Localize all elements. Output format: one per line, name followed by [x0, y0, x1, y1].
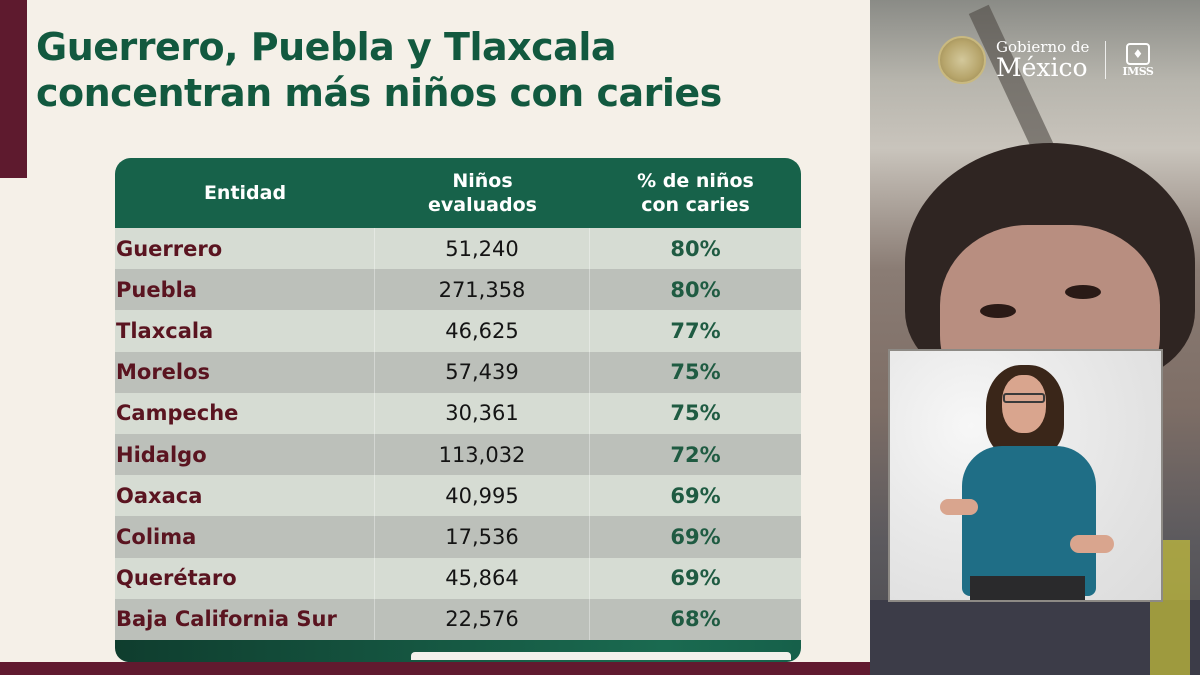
logo-divider: [1105, 41, 1107, 79]
header-ninos-line1: Niños: [452, 170, 513, 192]
imss-label: IMSS: [1122, 64, 1154, 78]
header-ninos-line2: evaluados: [428, 194, 537, 216]
cell-pct-caries: 72%: [670, 442, 721, 467]
interpreter-face: [1002, 375, 1046, 433]
cell-pct-caries: 69%: [670, 483, 721, 508]
child-shirt: [870, 600, 1200, 675]
cell-ninos-evaluados: 51,240: [375, 228, 590, 270]
table-row: Hidalgo 113,032 72%: [115, 433, 801, 476]
cell-pct-caries: 69%: [670, 524, 721, 549]
left-accent-bar: [0, 0, 27, 178]
table-row: Campeche 30,361 75%: [115, 392, 801, 434]
table-row: Colima 17,536 69%: [115, 516, 801, 558]
cell-pct-caries: 69%: [670, 566, 721, 591]
cell-entidad: Baja California Sur: [115, 598, 375, 640]
gov-line-2: México: [996, 53, 1088, 82]
table-scrollbar[interactable]: [411, 652, 791, 660]
table-body: Guerrero 51,240 80% Puebla 271,358 80% T…: [115, 228, 801, 640]
title-line-1: Guerrero, Puebla y Tlaxcala: [36, 25, 617, 69]
header-ninos-evaluados: Niños evaluados: [375, 158, 590, 228]
bottom-accent-band: [0, 662, 870, 675]
table-row: Baja California Sur 22,576 68%: [115, 598, 801, 640]
table-row: Tlaxcala 46,625 77%: [115, 310, 801, 352]
cell-entidad: Puebla: [115, 269, 375, 311]
table-row: Puebla 271,358 80%: [115, 269, 801, 311]
cell-ninos-evaluados: 45,864: [375, 557, 590, 599]
cell-pct-caries: 68%: [670, 607, 721, 632]
cell-ninos-evaluados: 57,439: [375, 351, 590, 393]
imss-logo: ♦ IMSS: [1122, 42, 1154, 78]
presentation-slide: Guerrero, Puebla y Tlaxcala concentran m…: [0, 0, 870, 675]
cell-ninos-evaluados: 22,576: [375, 598, 590, 640]
slide-title: Guerrero, Puebla y Tlaxcala concentran m…: [36, 24, 856, 116]
cell-pct-caries: 77%: [670, 318, 721, 343]
cell-entidad: Colima: [115, 516, 375, 558]
cell-ninos-evaluados: 40,995: [375, 475, 590, 517]
cell-entidad: Hidalgo: [115, 433, 375, 476]
table-row: Oaxaca 40,995 69%: [115, 475, 801, 517]
sign-language-interpreter-inset: [888, 349, 1163, 602]
cell-entidad: Guerrero: [115, 228, 375, 270]
title-line-2: concentran más niños con caries: [36, 71, 722, 115]
table-row: Querétaro 45,864 69%: [115, 557, 801, 599]
header-pct-caries: % de niños con caries: [590, 158, 801, 228]
header-entidad: Entidad: [115, 158, 375, 228]
child-eye-right: [1065, 285, 1101, 299]
imss-eagle-icon: ♦: [1125, 42, 1150, 65]
cell-ninos-evaluados: 46,625: [375, 310, 590, 352]
cell-pct-caries: 75%: [670, 401, 721, 426]
header-pct-line1: % de niños: [637, 170, 754, 192]
interpreter-blouse: [962, 446, 1096, 596]
cell-ninos-evaluados: 113,032: [375, 433, 590, 476]
table-row: Morelos 57,439 75%: [115, 351, 801, 393]
interpreter-pants: [970, 576, 1085, 600]
header-entidad-label: Entidad: [203, 182, 287, 204]
interpreter-glasses: [1003, 393, 1045, 403]
cell-pct-caries: 80%: [670, 236, 721, 261]
caries-table: Entidad Niños evaluados % de niños con c…: [115, 158, 801, 662]
interpreter-hand-left: [940, 499, 978, 515]
table-row: Guerrero 51,240 80%: [115, 228, 801, 270]
cell-pct-caries: 75%: [670, 360, 721, 385]
gov-line-1: Gobierno de: [996, 38, 1090, 56]
cell-entidad: Morelos: [115, 351, 375, 393]
cell-ninos-evaluados: 30,361: [375, 392, 590, 434]
interpreter-hand-right: [1070, 535, 1114, 553]
cell-entidad: Oaxaca: [115, 475, 375, 517]
cell-entidad: Querétaro: [115, 557, 375, 599]
mexico-coat-of-arms-icon: [938, 36, 986, 84]
government-logo: Gobierno de México ♦ IMSS: [938, 34, 1154, 86]
cell-entidad: Campeche: [115, 392, 375, 434]
child-eye-left: [980, 304, 1016, 318]
gobierno-de-mexico-wordmark: Gobierno de México: [996, 39, 1089, 81]
cell-entidad: Tlaxcala: [115, 310, 375, 352]
cell-pct-caries: 80%: [670, 277, 721, 302]
cell-ninos-evaluados: 271,358: [375, 269, 590, 311]
cell-ninos-evaluados: 17,536: [375, 516, 590, 558]
table-header: Entidad Niños evaluados % de niños con c…: [115, 158, 801, 228]
header-pct-line2: con caries: [641, 194, 750, 216]
